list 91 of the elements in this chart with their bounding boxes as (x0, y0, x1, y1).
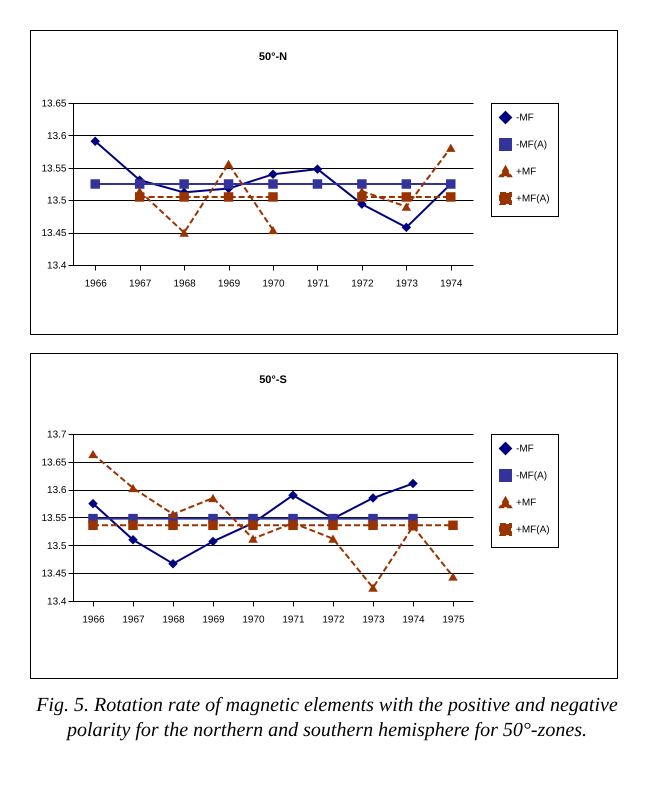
point (402, 179, 412, 189)
x-tick-label: 1966 (82, 614, 106, 626)
point (312, 164, 322, 174)
point (179, 179, 189, 189)
chart-title: 50°-N (258, 51, 288, 63)
point (128, 535, 138, 545)
chart-title: 50°-S (259, 374, 287, 386)
point (134, 179, 144, 189)
point (134, 192, 144, 202)
point (88, 520, 98, 530)
point (446, 144, 456, 152)
point (90, 136, 100, 146)
y-tick-label: 13.5 (47, 196, 67, 207)
point (208, 520, 218, 530)
point (128, 520, 138, 530)
x-tick-label: 1970 (262, 278, 286, 290)
y-tick-label: 13.6 (47, 130, 67, 142)
point (288, 520, 298, 530)
point (224, 160, 234, 168)
y-tick-label: 13.6 (47, 485, 67, 496)
x-tick-label: 1974 (402, 614, 426, 626)
point (248, 534, 258, 543)
point (446, 192, 456, 202)
point (288, 490, 298, 500)
legend-label: +MF (516, 498, 536, 508)
x-tick-label: 1966 (84, 278, 108, 290)
point (208, 494, 218, 502)
x-tick-label: 1970 (242, 614, 266, 626)
point (168, 520, 178, 530)
x-tick-label: 1975 (442, 614, 466, 626)
point (268, 170, 278, 180)
y-tick-label: 13.45 (41, 568, 67, 580)
legend-label: -MF (516, 444, 534, 454)
legend-label: +MF (516, 166, 536, 178)
y-tick-label: 13.65 (41, 98, 67, 110)
legend-label: -MF(A) (516, 470, 548, 482)
point (248, 520, 258, 530)
point (408, 478, 418, 488)
x-tick-label: 1972 (351, 278, 374, 290)
point (179, 228, 189, 237)
point (368, 493, 378, 503)
point (402, 202, 412, 211)
point (88, 450, 98, 458)
point (402, 222, 412, 232)
point (208, 536, 218, 546)
point (368, 520, 378, 530)
x-tick-label: 1972 (322, 614, 346, 626)
y-tick-label: 13.45 (41, 228, 67, 240)
point (402, 192, 412, 202)
legend-label: -MF(A) (516, 140, 548, 150)
legend-label: -MF (516, 112, 534, 124)
y-tick-label: 13.7 (47, 430, 67, 440)
point (168, 510, 178, 518)
point (448, 572, 458, 581)
x-tick-label: 1967 (122, 614, 146, 626)
x-tick-label: 1968 (162, 614, 186, 626)
x-tick-label: 1973 (362, 614, 386, 626)
point (268, 179, 278, 189)
y-tick-label: 13.55 (41, 513, 67, 524)
x-tick-label: 1967 (129, 278, 152, 290)
point (268, 226, 278, 234)
x-tick-label: 1971 (306, 278, 330, 290)
point (312, 179, 322, 189)
point (448, 520, 458, 530)
legend-label: +MF(A) (516, 194, 550, 204)
point (357, 192, 367, 202)
y-tick-label: 13.55 (41, 163, 67, 174)
y-tick-label: 13.65 (41, 457, 67, 468)
point (268, 192, 278, 202)
x-tick-label: 1973 (396, 278, 418, 290)
point (90, 179, 100, 189)
x-tick-label: 1968 (173, 278, 196, 290)
point (88, 498, 98, 508)
point (224, 179, 234, 189)
legend-label: +MF(A) (516, 524, 550, 536)
caption: Fig. 5. Rotation rate of magnetic elements with the positive and negative polarity for the northern and southern hemisphere for 50°-zones. (35, 693, 619, 743)
point (224, 192, 234, 202)
point (357, 179, 367, 189)
point (128, 484, 138, 492)
point (328, 534, 338, 543)
point (368, 584, 378, 592)
x-tick-label: 1974 (440, 278, 463, 290)
y-tick-label: 13.4 (47, 260, 67, 272)
x-tick-label: 1969 (218, 278, 241, 290)
point (328, 520, 338, 530)
y-tick-label: 13.4 (47, 596, 67, 608)
x-tick-label: 1971 (282, 614, 306, 626)
point (179, 192, 189, 202)
x-tick-label: 1969 (202, 614, 226, 626)
y-tick-label: 13.5 (47, 540, 67, 552)
point (168, 558, 178, 568)
